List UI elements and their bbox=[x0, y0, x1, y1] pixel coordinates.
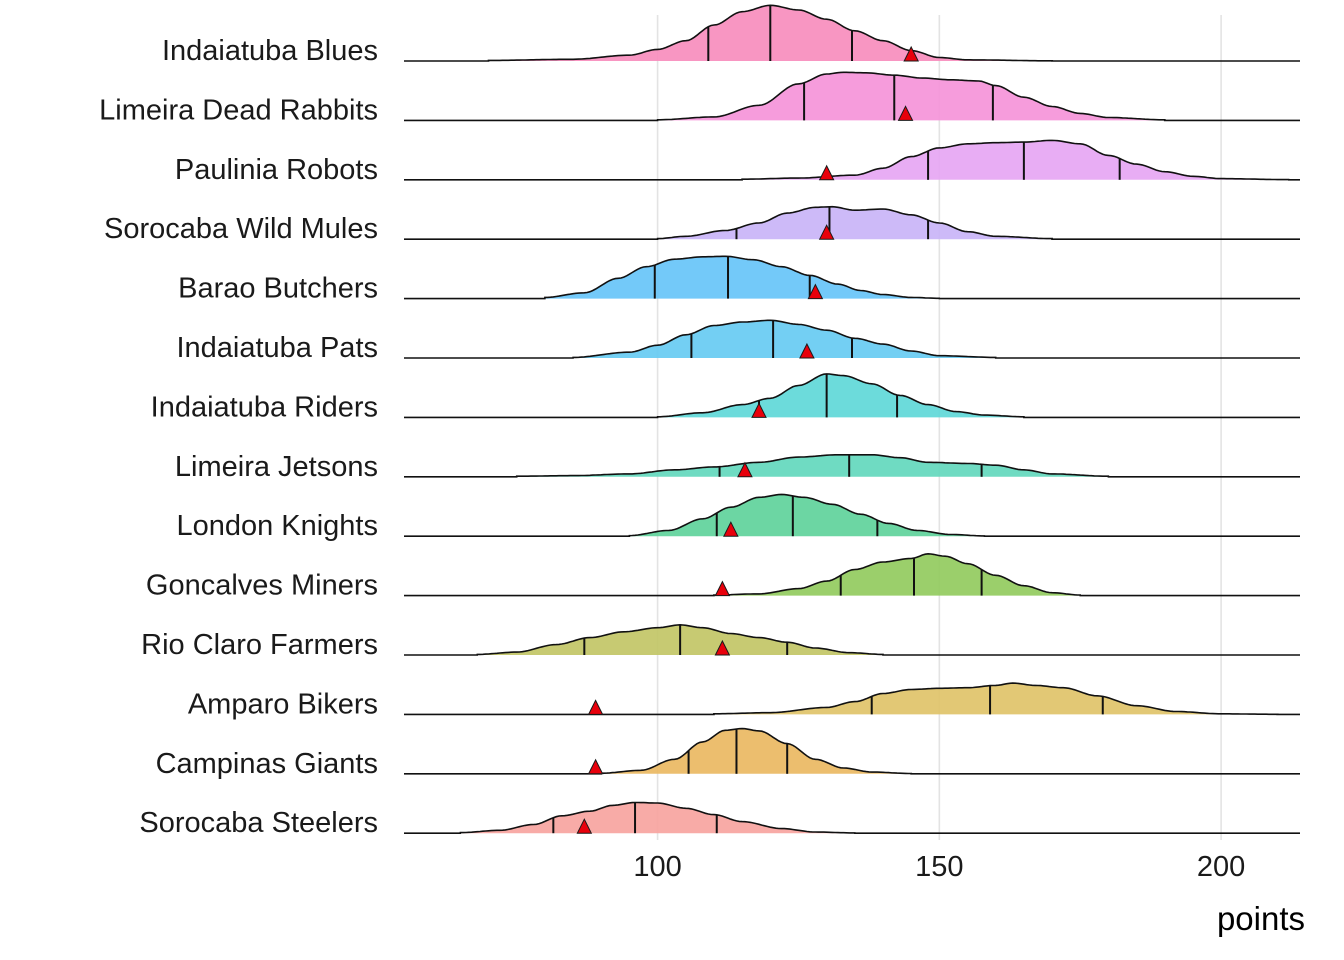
ridge-london-knights: London Knights bbox=[176, 493, 1300, 542]
team-label-indaiatuba-riders: Indaiatuba Riders bbox=[151, 391, 378, 423]
team-label-barao-butchers: Barao Butchers bbox=[178, 273, 378, 305]
team-label-paulinia-robots: Paulinia Robots bbox=[175, 154, 378, 186]
density-outline bbox=[404, 4, 1300, 62]
team-label-indaiatuba-blues: Indaiatuba Blues bbox=[162, 35, 378, 67]
score-marker bbox=[751, 402, 767, 418]
score-marker bbox=[723, 521, 739, 537]
density-fill bbox=[629, 494, 985, 537]
team-label-sorocaba-wild-mules: Sorocaba Wild Mules bbox=[104, 213, 378, 245]
density-fill bbox=[713, 683, 1278, 715]
grid-layer bbox=[656, 15, 1222, 840]
team-label-goncalves-miners: Goncalves Miners bbox=[146, 570, 378, 602]
density-fill bbox=[742, 140, 1289, 180]
score-marker bbox=[818, 224, 835, 240]
ridge-indaiatuba-riders: Indaiatuba Riders bbox=[151, 373, 1300, 423]
ridges-layer: Indaiatuba Blues Limeira Dead Rabbits Paul… bbox=[99, 4, 1300, 839]
density-outline bbox=[404, 205, 1300, 240]
x-tick-label-100: 100 bbox=[633, 851, 681, 883]
team-label-amparo-bikers: Amparo Bikers bbox=[188, 688, 378, 720]
density-outline bbox=[404, 801, 1300, 834]
density-fill bbox=[657, 373, 1024, 418]
ridge-sorocaba-wild-mules: Sorocaba Wild Mules bbox=[104, 205, 1300, 245]
density-outline bbox=[404, 552, 1300, 597]
density-fill bbox=[657, 206, 1053, 240]
score-marker bbox=[587, 699, 604, 715]
ridge-amparo-bikers: Amparo Bikers bbox=[188, 682, 1300, 720]
density-outline bbox=[404, 373, 1300, 419]
team-label-sorocaba-steelers: Sorocaba Steelers bbox=[139, 807, 378, 839]
density-outline bbox=[404, 255, 1300, 300]
ridge-indaiatuba-pats: Indaiatuba Pats bbox=[176, 319, 1300, 364]
score-marker bbox=[818, 164, 835, 181]
ridge-campinas-giants: Campinas Giants bbox=[156, 727, 1300, 780]
score-marker bbox=[903, 45, 919, 62]
score-marker bbox=[737, 461, 753, 478]
density-outline bbox=[404, 727, 1300, 775]
ridge-limeira-jetsons: Limeira Jetsons bbox=[175, 451, 1300, 483]
density-fill bbox=[516, 454, 1109, 477]
x-axis-ticks: 100 150 200 bbox=[633, 851, 1245, 883]
ridge-sorocaba-steelers: Sorocaba Steelers bbox=[139, 801, 1300, 839]
ridge-barao-butchers: Barao Butchers bbox=[178, 255, 1300, 305]
density-outline bbox=[404, 493, 1300, 537]
density-fill bbox=[544, 256, 940, 299]
team-label-campinas-giants: Campinas Giants bbox=[156, 748, 378, 780]
density-outline bbox=[404, 71, 1300, 122]
ridge-limeira-dead-rabbits: Limeira Dead Rabbits bbox=[99, 71, 1300, 126]
score-marker bbox=[807, 283, 824, 300]
team-label-london-knights: London Knights bbox=[176, 510, 378, 542]
team-label-limeira-jetsons: Limeira Jetsons bbox=[175, 451, 378, 483]
density-outline bbox=[404, 623, 1300, 656]
ridge-paulinia-robots: Paulinia Robots bbox=[175, 139, 1300, 186]
team-label-limeira-dead-rabbits: Limeira Dead Rabbits bbox=[99, 94, 378, 126]
score-marker bbox=[714, 639, 731, 656]
density-fill bbox=[713, 553, 1081, 596]
density-outline bbox=[404, 319, 1300, 359]
density-fill bbox=[601, 728, 912, 774]
score-marker bbox=[576, 818, 593, 834]
ridge-goncalves-miners: Goncalves Miners bbox=[146, 552, 1300, 602]
team-label-indaiatuba-pats: Indaiatuba Pats bbox=[176, 332, 378, 364]
x-tick-label-200: 200 bbox=[1197, 851, 1245, 883]
team-label-rio-claro-farmers: Rio Claro Farmers bbox=[141, 629, 378, 661]
ridge-indaiatuba-blues: Indaiatuba Blues bbox=[162, 4, 1300, 67]
x-axis-title: points bbox=[1217, 900, 1305, 937]
score-marker bbox=[587, 758, 604, 775]
density-fill bbox=[460, 802, 855, 834]
density-outline bbox=[404, 682, 1300, 716]
density-fill bbox=[573, 320, 996, 358]
score-marker bbox=[897, 105, 914, 121]
score-marker bbox=[714, 580, 731, 597]
x-tick-label-150: 150 bbox=[915, 851, 963, 883]
ridge-rio-claro-farmers: Rio Claro Farmers bbox=[141, 623, 1300, 661]
score-marker bbox=[799, 342, 815, 359]
density-outline bbox=[404, 454, 1300, 478]
density-fill bbox=[657, 72, 1165, 121]
